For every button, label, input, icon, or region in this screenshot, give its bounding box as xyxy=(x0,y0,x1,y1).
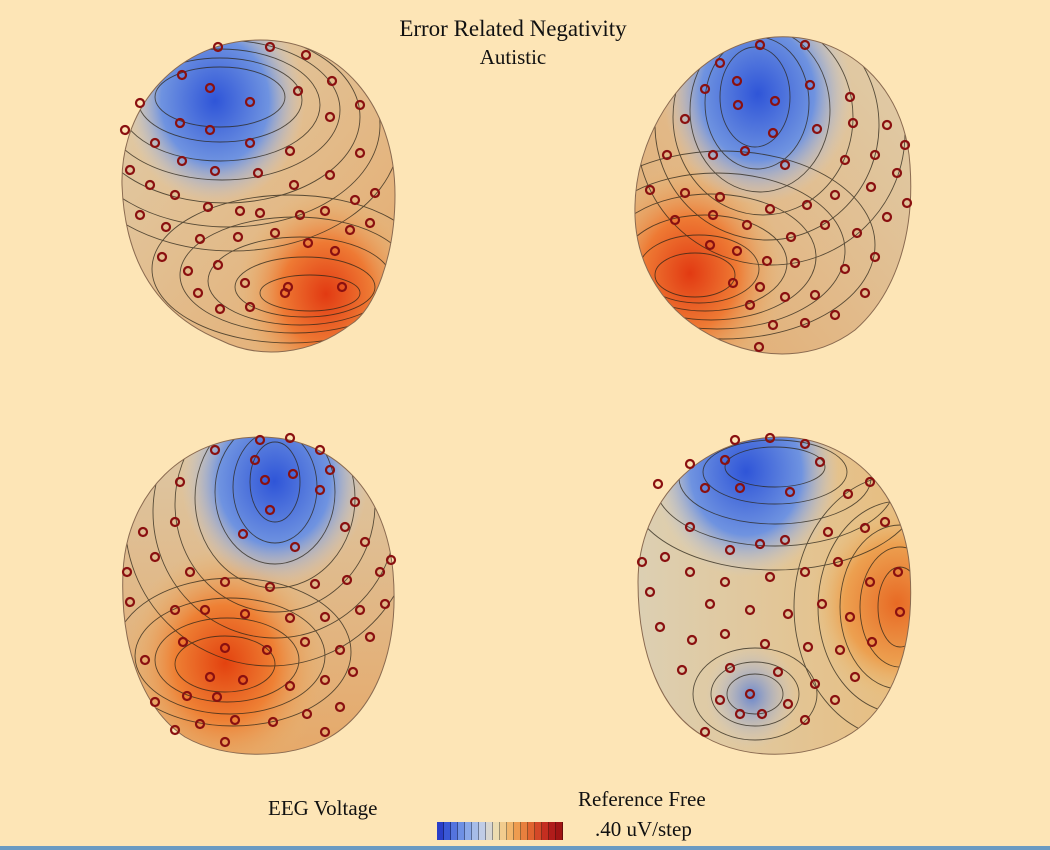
head-view-posterior-oblique xyxy=(636,432,912,755)
colorbar-step xyxy=(458,822,465,840)
colorbar-step xyxy=(507,822,514,840)
figure-title-block: Error Related Negativity Autistic xyxy=(0,14,1026,70)
colorbar-step xyxy=(472,822,479,840)
colorbar-step xyxy=(479,822,486,840)
head-view-right-lateral xyxy=(119,39,396,353)
colorbar-step xyxy=(535,822,542,840)
figure-title: Error Related Negativity xyxy=(399,16,627,41)
colorbar-step xyxy=(486,822,493,840)
bottom-border xyxy=(0,846,1050,850)
reference-free-label: Reference Free xyxy=(578,787,706,811)
colorbar-step xyxy=(444,822,451,840)
voltage-colorbar xyxy=(437,822,563,840)
colorbar-step xyxy=(437,822,444,840)
colorbar-step xyxy=(549,822,556,840)
colorbar-step xyxy=(465,822,472,840)
step-size-label: .40 uV/step xyxy=(595,817,692,841)
head-view-left-lateral xyxy=(634,36,913,355)
colorbar-step xyxy=(521,822,528,840)
colorbar-step xyxy=(542,822,549,840)
colorbar-step xyxy=(528,822,535,840)
colorbar-step xyxy=(500,822,507,840)
colorbar-step xyxy=(493,822,500,840)
colorbar-step xyxy=(451,822,458,840)
eeg-voltage-label: EEG Voltage xyxy=(268,796,378,820)
colorbar-step xyxy=(514,822,521,840)
figure-subtitle: Autistic xyxy=(479,45,547,69)
colorbar-step xyxy=(556,822,563,840)
head-view-posterior xyxy=(121,432,397,755)
